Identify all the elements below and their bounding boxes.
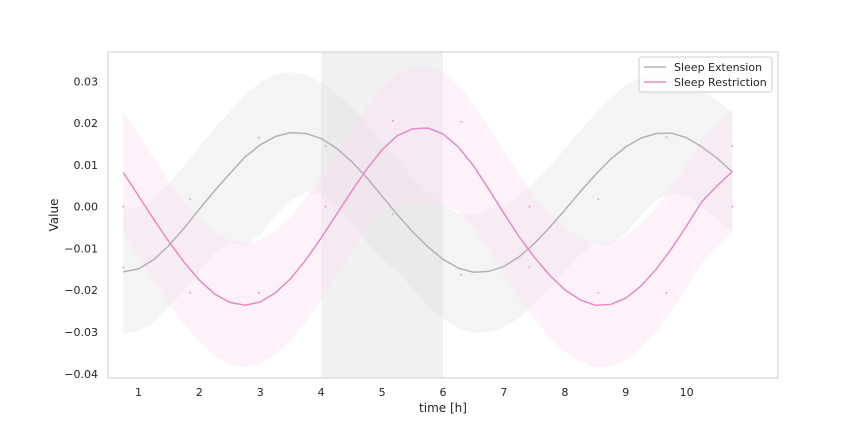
shaded-time-region: [321, 52, 443, 378]
x-axis-label: time [h]: [419, 401, 467, 415]
point-sleep-restriction: [391, 119, 395, 123]
x-tick-label: 3: [257, 386, 264, 399]
line-sleep-restriction: [122, 127, 733, 307]
point-sleep-restriction: [257, 291, 261, 294]
point-sleep-extension: [528, 266, 531, 269]
point-sleep-extension: [597, 198, 600, 201]
point-sleep-restriction: [528, 205, 531, 208]
y-tick-label: 0.00: [74, 201, 99, 214]
legend: Sleep Extension Sleep Restriction: [638, 56, 773, 93]
line-sleep-extension: [123, 131, 733, 274]
plot-frame: [107, 51, 779, 379]
point-sleep-restriction: [597, 291, 600, 294]
point-sleep-extension: [324, 144, 327, 148]
point-sleep-extension: [257, 136, 261, 139]
legend-box: [638, 56, 773, 93]
x-tick-label: 8: [561, 386, 568, 399]
y-tick-label-layer: 0.03 0.02 0.01 0.00 −0.01 −0.02 −0.03 −0.04: [64, 75, 98, 381]
x-tick-label-layer: 1 2 3 4 5 6 7 8 9 10: [135, 386, 694, 399]
y-tick-label: 0.01: [74, 159, 99, 172]
legend-label-sleep-restriction: Sleep Restriction: [674, 76, 767, 89]
y-tick-label: −0.04: [64, 368, 98, 381]
y-tick-label: 0.03: [74, 75, 99, 88]
x-tick-label: 6: [440, 386, 447, 399]
point-sleep-restriction: [665, 291, 668, 294]
point-sleep-restriction: [324, 205, 327, 208]
y-tick-label: 0.02: [74, 117, 99, 130]
point-sleep-extension: [391, 213, 395, 216]
legend-label-sleep-extension: Sleep Extension: [674, 61, 762, 74]
x-tick-label: 5: [379, 386, 386, 399]
x-tick-label: 9: [622, 386, 629, 399]
x-tick-label: 1: [135, 386, 142, 399]
y-tick-label: −0.03: [64, 326, 98, 339]
data-point-layer: [122, 119, 734, 294]
x-tick-label: 7: [500, 386, 507, 399]
x-tick-label: 2: [196, 386, 203, 399]
shaded-region-layer: [321, 52, 443, 378]
point-sleep-extension: [460, 273, 463, 276]
band-sleep-extension: [123, 72, 733, 335]
y-tick-label: −0.01: [64, 242, 98, 255]
y-tick-label: −0.02: [64, 284, 98, 297]
point-sleep-extension: [189, 198, 192, 201]
x-tick-label: 10: [680, 386, 694, 399]
point-sleep-restriction: [731, 205, 734, 208]
point-sleep-extension: [122, 266, 125, 269]
point-sleep-restriction: [122, 205, 125, 208]
point-sleep-restriction: [460, 120, 463, 123]
point-sleep-restriction: [189, 291, 192, 294]
x-tick-label: 4: [318, 386, 325, 399]
point-sleep-extension: [731, 144, 734, 148]
series-line-layer: [122, 127, 733, 307]
y-axis-label: Value: [47, 199, 61, 232]
point-sleep-extension: [665, 136, 668, 139]
